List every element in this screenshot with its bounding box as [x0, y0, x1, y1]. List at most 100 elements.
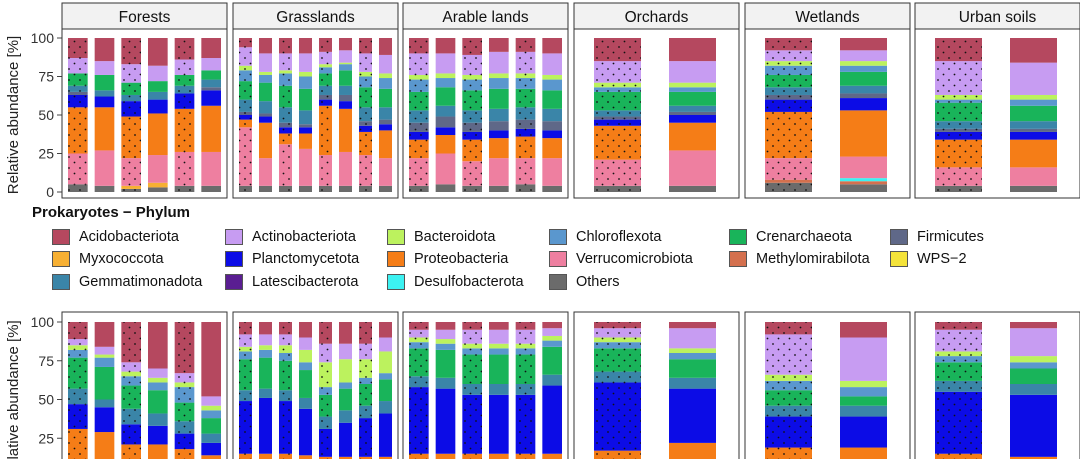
bar-segment-chloro [542, 340, 562, 347]
legend-label: Crenarchaeota [756, 229, 852, 245]
stacked-bar [94, 38, 115, 192]
bar-segment-dots [359, 107, 372, 122]
bar-segment-dots [174, 449, 195, 459]
bar-segment-dots [594, 382, 641, 451]
bar-segment-bacter [542, 335, 562, 341]
bar-segment-dots [594, 348, 641, 372]
bar-segment-actino [435, 53, 456, 74]
legend-item: Others [549, 272, 620, 292]
bar-segment-dots [462, 348, 482, 355]
bar-segment-dots [239, 70, 252, 82]
bar-segment-dots [462, 90, 482, 111]
bar-segment-proteo [299, 133, 312, 149]
bar-segment-dots [515, 88, 536, 108]
bar-segment-verruco [1010, 167, 1057, 186]
bar-segment-dots [121, 424, 141, 445]
bar-segment-proteo [339, 456, 352, 459]
bar-segment-gemma [669, 105, 716, 112]
bar-segment-dots [68, 404, 88, 429]
bar-segment-dots [121, 116, 141, 159]
bar-segment-firmi [201, 87, 221, 91]
bar-segment-dots [174, 185, 195, 192]
bar-segment-dots [239, 401, 252, 454]
bar-segment-plancto [299, 127, 312, 134]
bar-segment-dots [319, 394, 332, 417]
panel-frame [232, 28, 399, 199]
bar-segment-dots [594, 87, 641, 92]
bar-segment-dots [239, 99, 252, 112]
stacked-bar [840, 38, 887, 192]
bar-segment-dots [121, 185, 141, 189]
bar-segment-dots [68, 58, 88, 74]
stacked-bar [359, 38, 372, 192]
bar-segment-bacter [435, 73, 456, 79]
bar-segment-gemma [542, 108, 562, 122]
legend-title: Prokaryotes − Phylum [32, 204, 190, 221]
bar-segment-actino [148, 368, 168, 378]
bar-segment-gemma [542, 374, 562, 386]
bar-segment-plancto [489, 130, 509, 139]
stacked-bar [379, 322, 392, 459]
bar-segment-dots [935, 380, 982, 392]
bar-segment-dots [174, 38, 195, 60]
bar-segment-myxo [148, 182, 168, 188]
bar-segment-bacter [299, 71, 312, 77]
bar-segment-dots [515, 384, 536, 395]
facet-panel: Wetlands [744, 2, 911, 199]
bar-segment-actino [339, 50, 352, 63]
legend-label: Others [576, 274, 620, 290]
legend: Prokaryotes − Phylum Acidobacteriota Acti… [22, 204, 1062, 300]
panel-frame [61, 311, 228, 459]
bar-segment-gemma [259, 101, 272, 114]
bar-segment-acido [840, 322, 887, 338]
y-tick-label: 50 [38, 107, 54, 123]
bar-segment-plancto [339, 101, 352, 109]
bar-segment-dots [765, 405, 812, 417]
bar-segment-plancto [259, 397, 272, 454]
legend-label: Verrucomicrobiota [576, 251, 693, 267]
bar-segment-dots [121, 64, 141, 83]
stacked-bar [68, 322, 88, 459]
stacked-bar [379, 38, 392, 192]
stacked-bar [201, 38, 221, 192]
bar-segment-dots [935, 38, 982, 62]
bar-segment-dots [409, 74, 429, 80]
bar-segment-dots [515, 453, 536, 459]
stacked-bar [239, 322, 252, 459]
stacked-bar [435, 38, 456, 192]
bar-segment-dots [409, 79, 429, 92]
bar-segment-dots [359, 131, 372, 156]
panel-frame [232, 311, 399, 459]
stacked-bar [1010, 322, 1057, 459]
legend-swatch [729, 251, 747, 267]
bar-segment-dots [594, 91, 641, 111]
bar-segment-verruco [379, 158, 392, 186]
legend-item: Actinobacteriota [225, 227, 356, 247]
bar-segment-creno [379, 379, 392, 402]
bar-segment-gemma [489, 384, 509, 395]
bar-segment-actino [435, 329, 456, 340]
bar-segment-acido [1010, 38, 1057, 63]
legend-swatch [225, 229, 243, 245]
bar-segment-dots [68, 349, 88, 358]
bar-segment-actino [299, 337, 312, 350]
bar-segment-proteo [379, 130, 392, 159]
legend-label: Firmicutes [917, 229, 984, 245]
legend-swatch [225, 274, 243, 290]
bar-segment-acido [840, 38, 887, 51]
bar-segment-dots [68, 107, 88, 154]
legend-swatch [890, 229, 908, 245]
bar-segment-acido [299, 322, 312, 338]
bar-segment-creno [148, 81, 168, 92]
bar-segment-actino [489, 51, 509, 74]
facet-panel: Forests [61, 2, 228, 199]
bar-segment-dots [462, 329, 482, 344]
bar-segment-dots [594, 125, 641, 160]
bar-segment-dots [319, 105, 332, 156]
bar-segment-dots [279, 401, 292, 454]
y-tick-label: 50 [38, 392, 54, 408]
bar-segment-dots [279, 360, 292, 391]
bar-segment-proteo [669, 122, 716, 151]
bar-segment-dots [409, 342, 429, 349]
stacked-bar [259, 38, 272, 192]
